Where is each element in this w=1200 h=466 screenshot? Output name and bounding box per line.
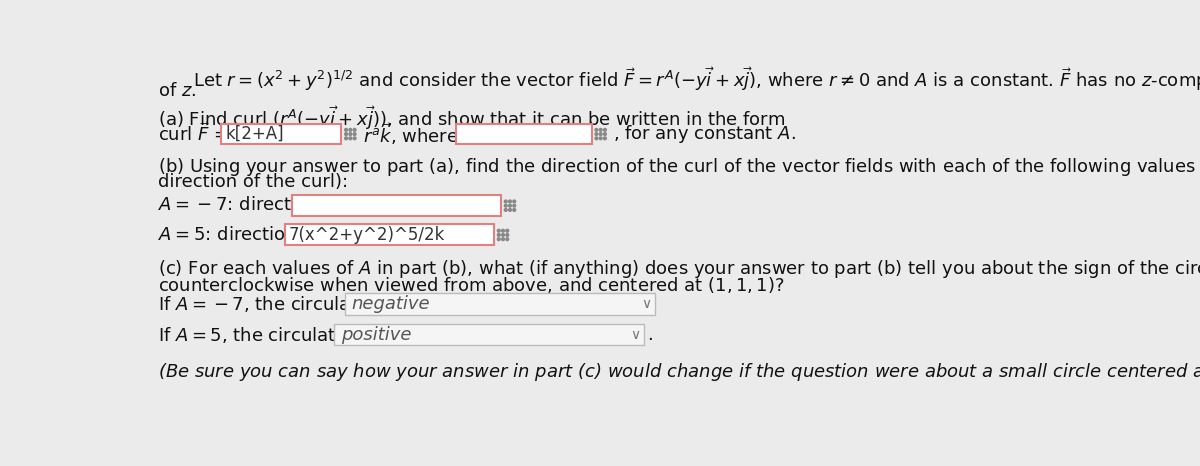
Circle shape: [344, 129, 348, 131]
Text: 7(x^2+y^2)^5/2k: 7(x^2+y^2)^5/2k: [289, 226, 445, 244]
Text: (Be sure you can say how your answer in part (c) would change if the question we: (Be sure you can say how your answer in …: [157, 361, 1200, 383]
FancyBboxPatch shape: [292, 194, 502, 216]
Circle shape: [604, 129, 606, 131]
Circle shape: [349, 133, 352, 136]
Circle shape: [502, 233, 504, 236]
Text: If $A = 5$, the circulation is: If $A = 5$, the circulation is: [157, 325, 383, 345]
Circle shape: [502, 229, 504, 232]
Circle shape: [509, 200, 511, 203]
Text: direction of the curl):: direction of the curl):: [157, 173, 348, 191]
Text: If $A = -7$, the circulation is: If $A = -7$, the circulation is: [157, 294, 406, 314]
Circle shape: [512, 208, 516, 211]
Circle shape: [344, 137, 348, 140]
Text: of $z$.: of $z$.: [157, 82, 196, 100]
FancyBboxPatch shape: [456, 123, 592, 144]
Circle shape: [506, 238, 509, 240]
Circle shape: [509, 208, 511, 211]
Circle shape: [349, 137, 352, 140]
Text: (c) For each values of $A$ in part (b), what (if anything) does your answer to p: (c) For each values of $A$ in part (b), …: [157, 258, 1200, 280]
Circle shape: [512, 200, 516, 203]
Circle shape: [595, 133, 598, 136]
Text: k[2+A]: k[2+A]: [226, 125, 284, 143]
Text: , for any constant $A$.: , for any constant $A$.: [613, 123, 797, 144]
Circle shape: [504, 208, 508, 211]
Circle shape: [497, 238, 500, 240]
Text: counterclockwise when viewed from above, and centered at $(1, 1, 1)$?: counterclockwise when viewed from above,…: [157, 274, 785, 295]
Text: (a) Find curl $(r^A(-y\vec{i} + x\vec{j}))$, and show that it can be written in : (a) Find curl $(r^A(-y\vec{i} + x\vec{j}…: [157, 103, 785, 131]
Text: Let $r = (x^2 + y^2)^{1/2}$ and consider the vector field $\vec{F} = r^A(-y\vec{: Let $r = (x^2 + y^2)^{1/2}$ and consider…: [193, 65, 1200, 93]
Circle shape: [595, 137, 598, 140]
FancyBboxPatch shape: [335, 324, 644, 345]
Text: .: .: [647, 326, 653, 343]
Circle shape: [504, 204, 508, 207]
Circle shape: [604, 137, 606, 140]
Circle shape: [599, 129, 602, 131]
Text: positive: positive: [341, 326, 412, 343]
Circle shape: [504, 200, 508, 203]
Circle shape: [497, 229, 500, 232]
Circle shape: [599, 133, 602, 136]
Text: $A = -7$: direction =: $A = -7$: direction =: [157, 196, 338, 214]
Circle shape: [353, 129, 356, 131]
Text: $A = 5$: direction =: $A = 5$: direction =: [157, 226, 317, 244]
Circle shape: [595, 129, 598, 131]
Circle shape: [353, 137, 356, 140]
FancyBboxPatch shape: [221, 123, 342, 144]
Circle shape: [509, 204, 511, 207]
Text: $r^a\vec{k}$, where $a$ =: $r^a\vec{k}$, where $a$ =: [364, 121, 494, 147]
Circle shape: [349, 129, 352, 131]
FancyBboxPatch shape: [284, 224, 494, 245]
Circle shape: [506, 233, 509, 236]
Circle shape: [353, 133, 356, 136]
Text: (b) Using your answer to part (a), find the direction of the curl of the vector : (b) Using your answer to part (a), find …: [157, 156, 1200, 178]
Circle shape: [512, 204, 516, 207]
Text: ∨: ∨: [630, 328, 641, 342]
Circle shape: [604, 133, 606, 136]
Text: curl $\vec{F}$ =: curl $\vec{F}$ =: [157, 122, 228, 145]
Text: ∨: ∨: [641, 297, 652, 311]
Circle shape: [599, 137, 602, 140]
Circle shape: [497, 233, 500, 236]
Circle shape: [506, 229, 509, 232]
FancyBboxPatch shape: [346, 293, 655, 315]
Circle shape: [344, 133, 348, 136]
Text: negative: negative: [352, 295, 430, 313]
Circle shape: [502, 238, 504, 240]
